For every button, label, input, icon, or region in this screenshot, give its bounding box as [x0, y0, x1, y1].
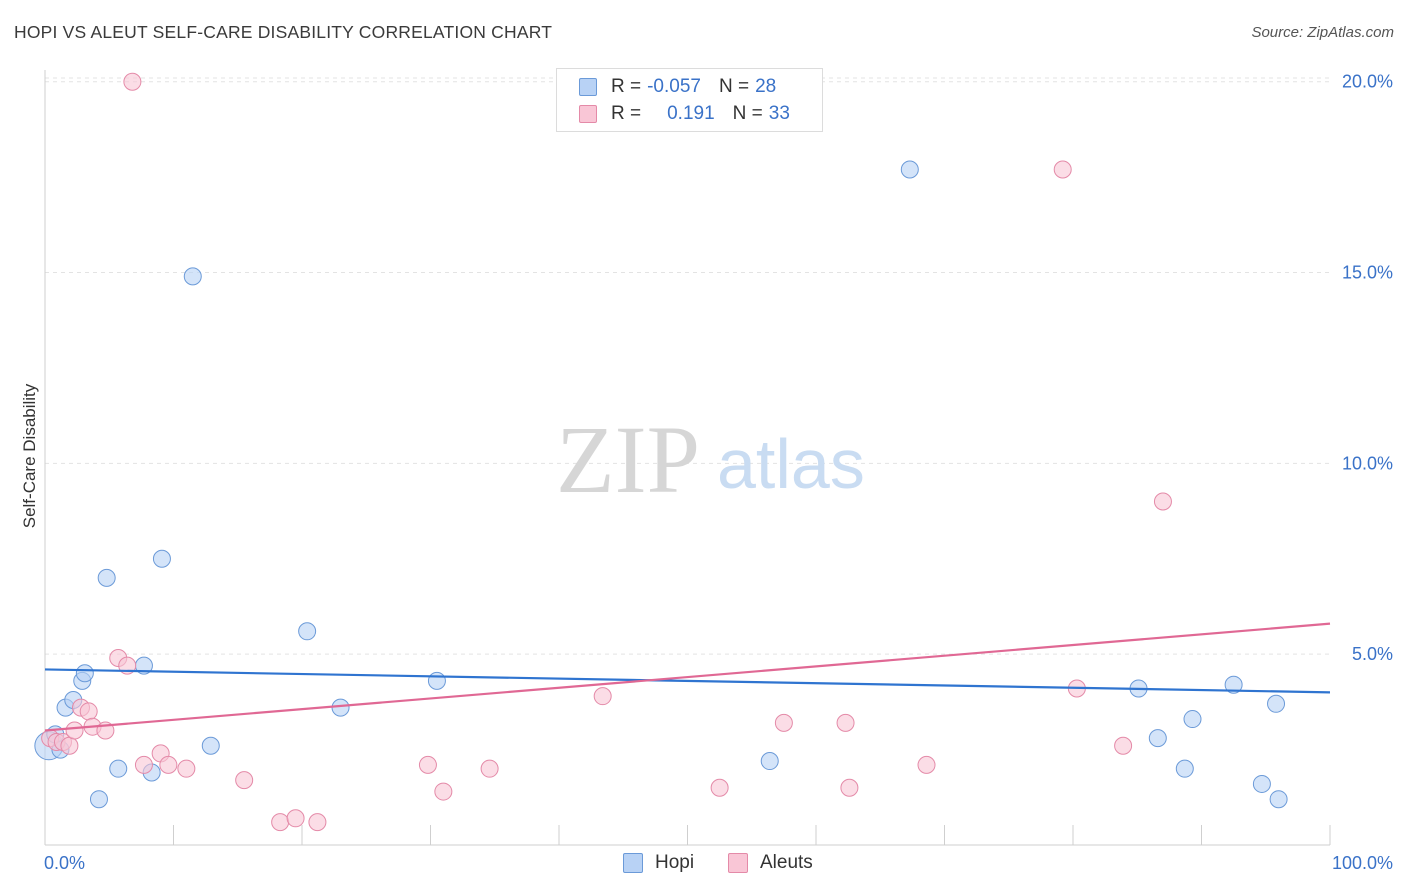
legend-n-value: 33 — [768, 103, 790, 124]
aleuts-point — [710, 778, 729, 797]
aleuts-point — [480, 759, 499, 778]
aleuts-point — [1153, 492, 1172, 511]
aleuts-point — [271, 813, 290, 832]
aleuts-point — [79, 702, 98, 721]
grid-lines — [45, 77, 1330, 655]
hopi-trend-line — [44, 668, 1331, 694]
hopi-point — [1252, 774, 1271, 793]
series-legend: Hopi Aleuts — [0, 852, 1406, 878]
y-tick-label: 20.0% — [1342, 72, 1393, 92]
y-tick-label: 15.0% — [1342, 263, 1393, 283]
hopi-legend-swatch — [623, 853, 643, 873]
legend-n-value: 28 — [755, 76, 777, 97]
hopi-point — [1175, 759, 1194, 778]
legend-n-label: N = — [732, 103, 763, 124]
y-tick-label: 10.0% — [1342, 453, 1393, 473]
hopi-point — [1148, 729, 1167, 748]
legend-label-hopi: Hopi — [655, 852, 695, 873]
aleuts-point — [917, 755, 936, 774]
hopi-point — [427, 671, 446, 690]
aleuts-point — [840, 778, 859, 797]
aleuts-point — [418, 755, 437, 774]
watermark-zip: ZIP — [556, 406, 700, 513]
aleuts-point — [235, 771, 254, 790]
hopi-point — [1267, 694, 1286, 713]
y-axis-label: Self-Care Disability — [20, 383, 39, 528]
aleuts-point — [774, 713, 793, 732]
aleuts-point — [177, 759, 196, 778]
hopi-point — [760, 752, 779, 771]
hopi-point — [331, 698, 350, 717]
legend-label-aleuts: Aleuts — [760, 852, 813, 873]
x-tick-label-max: 100.0% — [1332, 853, 1393, 873]
aleuts-point — [1053, 160, 1072, 179]
hopi-point — [97, 568, 116, 587]
legend-r-value: 0.191 — [667, 103, 715, 124]
hopi-point — [1269, 790, 1288, 809]
watermark-atlas: atlas — [717, 425, 865, 503]
aleuts-swatch — [579, 105, 597, 123]
hopi-point — [201, 736, 220, 755]
hopi-point — [900, 160, 919, 179]
legend-row-aleuts: R = 0.191 N = 33 — [579, 102, 790, 126]
aleuts-point — [159, 755, 178, 774]
axes — [44, 70, 1331, 846]
source-label: Source: ZipAtlas.com — [1251, 24, 1394, 41]
hopi-swatch — [579, 78, 597, 96]
legend-r-value: -0.057 — [647, 76, 701, 97]
hopi-point — [89, 790, 108, 809]
legend-r-label: R = — [611, 76, 642, 97]
hopi-point — [152, 549, 171, 568]
hopi-point — [1183, 710, 1202, 729]
aleuts-point — [1114, 736, 1133, 755]
hopi-point — [183, 267, 202, 286]
aleuts-point — [434, 782, 453, 801]
hopi-point — [298, 622, 317, 641]
legend-item-hopi[interactable]: Hopi — [623, 852, 694, 874]
hopi-point — [109, 759, 128, 778]
correlation-legend: R = -0.057 N = 28 R = 0.191 N = 33 — [556, 68, 823, 132]
x-tick-label-min: 0.0% — [44, 853, 85, 873]
hopi-point — [1224, 675, 1243, 694]
hopi-point — [75, 664, 94, 683]
aleuts-point — [593, 687, 612, 706]
y-tick-label: 5.0% — [1352, 644, 1393, 664]
aleuts-legend-swatch — [728, 853, 748, 873]
chart-title: HOPI VS ALEUT SELF-CARE DISABILITY CORRE… — [14, 22, 553, 42]
legend-item-aleuts[interactable]: Aleuts — [728, 852, 813, 874]
aleuts-point — [308, 813, 327, 832]
legend-n-label: N = — [718, 76, 750, 97]
aleuts-point — [836, 713, 855, 732]
aleuts-point — [286, 809, 305, 828]
aleuts-point — [60, 736, 79, 755]
aleuts-trend-line — [44, 622, 1331, 732]
aleuts-point — [123, 72, 142, 91]
legend-row-hopi: R = -0.057 N = 28 — [579, 75, 776, 99]
aleuts-point — [134, 755, 153, 774]
legend-r-label: R = — [611, 103, 642, 124]
aleuts-point — [65, 721, 84, 740]
